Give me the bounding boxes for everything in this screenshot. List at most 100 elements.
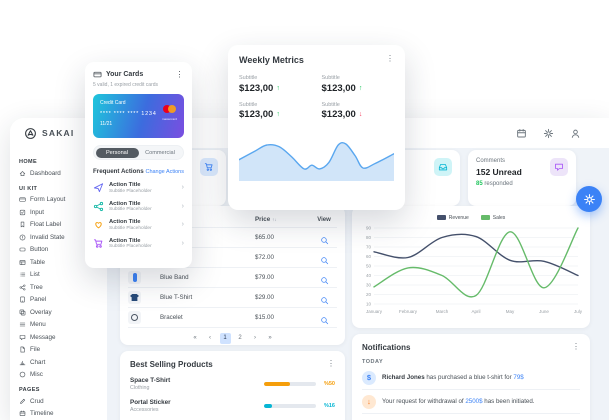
sidebar-item-chart[interactable]: Chart: [19, 356, 98, 369]
search-icon: [320, 296, 329, 305]
inbox-icon: [438, 162, 448, 172]
chart-icon: [19, 359, 26, 366]
sidebar-item-panel[interactable]: Panel: [19, 294, 98, 307]
metric-cell: Subtitle $123,00 ↓: [322, 102, 395, 121]
sidebar-item-overlay[interactable]: Overlay: [19, 306, 98, 319]
segment-commercial[interactable]: Commercial: [139, 148, 182, 158]
sidebar-item-file[interactable]: File: [19, 344, 98, 357]
comments-stat-card: Comments 152 Unread 85 responded: [468, 150, 576, 206]
best-selling-menu-button[interactable]: ⋮: [327, 359, 335, 368]
sidebar-item-timeline[interactable]: Timeline: [19, 408, 98, 420]
sidebar-item-form-layout[interactable]: Form Layout: [19, 194, 98, 207]
weekly-trend-area-chart: [239, 141, 394, 181]
frequent-action-item[interactable]: Action Title Subtitle Placeholder ›: [93, 238, 184, 249]
best-item-info: Portal Sticker Accessories: [130, 399, 264, 413]
action-title: Action Title: [109, 182, 141, 188]
search-icon: [320, 276, 329, 285]
sidebar-item-dashboard[interactable]: Dashboard: [19, 167, 98, 180]
best-selling-list: Space T-Shirt Clothing %50 Portal Sticker Ac…: [130, 377, 335, 420]
view-product-button[interactable]: [318, 252, 330, 264]
frequent-action-item[interactable]: Action Title Subtitle Placeholder ›: [93, 182, 184, 194]
frequent-action-item[interactable]: Action Title Subtitle Placeholder ›: [93, 219, 184, 231]
sidebar-item-tree[interactable]: Tree: [19, 281, 98, 294]
price-column-header[interactable]: Price ↑↓: [255, 216, 277, 223]
product-view-cell: [311, 232, 337, 244]
sidebar-item-crud[interactable]: Crud: [19, 395, 98, 408]
sidebar-item-menu[interactable]: Menu: [19, 319, 98, 332]
table-header-row: Price ↑↓ View: [128, 212, 337, 228]
metric-label: Subtitle: [321, 75, 340, 81]
progress-percent: %16: [323, 403, 335, 409]
product-price-cell: $65.00: [255, 234, 274, 241]
your-cards-subtitle: 5 valid, 1 expired credit cards: [93, 82, 159, 88]
page-button-1[interactable]: 1: [219, 333, 231, 344]
page-button-«[interactable]: «: [193, 335, 197, 341]
legend-item-sales[interactable]: Sales: [480, 215, 505, 221]
svg-text:January: January: [366, 309, 383, 314]
sidebar-item-float-label[interactable]: Float Label: [19, 219, 98, 232]
sidebar-item-list[interactable]: List: [19, 269, 98, 282]
circle-icon: [19, 371, 26, 378]
page-button-›[interactable]: ›: [254, 335, 256, 341]
search-icon: [320, 316, 329, 325]
inbox-icon-badge: [434, 158, 452, 176]
search-icon: [320, 236, 329, 245]
notification-actor: Richard Jones: [382, 374, 425, 381]
check-square-icon: [19, 209, 26, 216]
sidebar-item-label: Tree: [30, 283, 43, 291]
page-button-‹[interactable]: ‹: [209, 335, 211, 341]
sidebar-item-label: Message: [30, 333, 56, 341]
best-item-category: Accessories: [130, 407, 159, 413]
sidebar-item-message[interactable]: Message: [19, 331, 98, 344]
table-row: Blue T-Shirt $29.00: [128, 288, 337, 308]
trend-up-icon: ↑: [358, 84, 363, 92]
view-product-button[interactable]: [318, 232, 330, 244]
file-icon: [19, 346, 26, 353]
topbar-calendar-icon[interactable]: [516, 128, 527, 139]
sort-icon[interactable]: ↑↓: [272, 217, 277, 222]
view-product-button[interactable]: [318, 292, 330, 304]
action-texts: Action Title Subtitle Placeholder: [109, 182, 152, 194]
revenue-sales-line-chart: 10 20 30 40 50 60 70 80 90 January February March Ap…: [366, 226, 583, 314]
view-product-button[interactable]: [318, 312, 330, 324]
notification-amount[interactable]: 79$: [513, 374, 524, 381]
change-actions-link[interactable]: Change Actions: [145, 168, 184, 175]
svg-text:70: 70: [366, 245, 372, 250]
metrics-grid: Subtitle $123,00 ↑ Subtitle $123,00 ↑ Subtitle…: [239, 75, 394, 120]
topbar-gear-icon[interactable]: [543, 128, 554, 139]
legend-item-revenue[interactable]: Revenue: [436, 215, 469, 221]
frequent-action-item[interactable]: Action Title Subtitle Placeholder ›: [93, 201, 184, 212]
segment-personal[interactable]: Personal: [95, 147, 139, 158]
sidebar-item-invalid-state[interactable]: Invalid State: [19, 231, 98, 244]
bars-icon: [19, 321, 26, 328]
view-column-header: View: [317, 216, 331, 223]
view-product-button[interactable]: [318, 272, 330, 284]
page-button-2[interactable]: 2: [238, 335, 242, 341]
download-icon: ↓: [362, 394, 376, 409]
notifications-menu-button[interactable]: ⋮: [572, 342, 580, 351]
weekly-metrics-menu-button[interactable]: ⋮: [386, 54, 394, 63]
revenue-sales-chart-card: Revenue Sales 10 20 30 40 50 60 70 80 90 January Fe…: [352, 206, 590, 328]
weekly-metrics-panel: Weekly Metrics ⋮ Subtitle $123,00 ↑ Subtitl…: [228, 45, 405, 210]
your-cards-menu-button[interactable]: ⋮: [175, 69, 184, 79]
page-button-»[interactable]: »: [268, 335, 272, 341]
credit-card-visual: Credit Card **** **** **** 1234 11/21 ma…: [93, 94, 184, 138]
trend-down-icon: ↓: [358, 111, 363, 118]
sidebar-item-misc[interactable]: Misc: [19, 369, 98, 382]
sakai-logo-icon: [24, 127, 37, 140]
credit-card-icon: [93, 70, 102, 79]
sidebar-item-input[interactable]: Input: [19, 206, 98, 219]
frequent-actions-list: Action Title Subtitle Placeholder › Action …: [93, 182, 184, 249]
sidebar-section-home: HOME: [19, 159, 38, 165]
metric-label: Subtitle: [239, 75, 258, 81]
sidebar-item-table[interactable]: Table: [19, 256, 98, 269]
sidebar-item-label: List: [30, 271, 40, 279]
progress-track: [264, 382, 316, 386]
frequent-actions-title: Frequent Actions: [93, 168, 144, 175]
topbar-user-icon[interactable]: [570, 128, 581, 139]
config-button[interactable]: [576, 186, 602, 212]
notification-amount[interactable]: 2500$: [465, 398, 483, 405]
sidebar-item-label: Button: [30, 246, 49, 254]
sidebar-item-button[interactable]: Button: [19, 244, 98, 257]
sidebar-item-label: Float Label: [30, 221, 62, 229]
